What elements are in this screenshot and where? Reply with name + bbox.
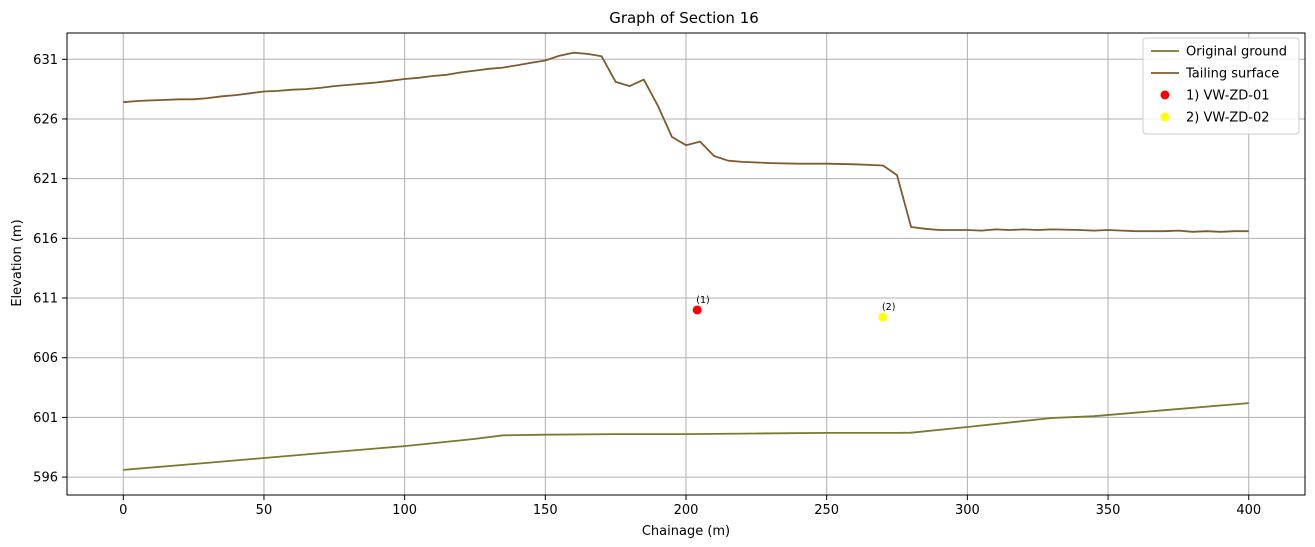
- y-tick-label: 621: [33, 172, 58, 187]
- x-tick-label: 50: [256, 503, 273, 518]
- x-axis-ticks: 0 50 100 150 200 250 300 350 400: [119, 495, 1261, 518]
- y-axis-ticks: 596 601 606 611 616 621 626 631: [33, 53, 67, 486]
- x-tick-label: 400: [1236, 503, 1261, 518]
- x-tick-label: 350: [1096, 503, 1121, 518]
- x-tick-label: 250: [814, 503, 839, 518]
- chart-title: Graph of Section 16: [609, 9, 759, 27]
- y-tick-label: 631: [33, 53, 58, 68]
- legend: Original ground Tailing surface 1) VW-ZD-0…: [1142, 37, 1300, 135]
- legend-swatch: [1160, 112, 1170, 122]
- legend-box: [1142, 37, 1300, 135]
- legend-label: Tailing surface: [1185, 67, 1279, 82]
- series-layer: (1) (2): [123, 51, 1249, 471]
- y-tick-label: 596: [33, 471, 58, 486]
- x-tick-label: 150: [533, 503, 558, 518]
- x-tick-label: 300: [955, 503, 980, 518]
- x-axis-label: Chainage (m): [642, 524, 730, 539]
- legend-swatch: [1160, 90, 1170, 100]
- series-line-1: [123, 51, 1249, 233]
- legend-label: Original ground: [1186, 45, 1287, 60]
- x-tick-label: 0: [119, 503, 127, 518]
- y-tick-label: 606: [33, 351, 58, 366]
- y-tick-label: 626: [33, 112, 58, 127]
- scatter-point-3: [878, 312, 888, 322]
- y-tick-label: 616: [33, 232, 58, 247]
- y-tick-label: 611: [33, 292, 58, 307]
- y-tick-label: 601: [33, 411, 58, 426]
- scatter-point-2: [692, 305, 702, 315]
- y-axis-label: Elevation (m): [10, 219, 25, 306]
- series-line-0: [123, 402, 1249, 471]
- grid-lines: [67, 33, 1305, 495]
- point-annotation-3: (2): [882, 302, 895, 313]
- point-annotation-2: (1): [696, 295, 709, 306]
- legend-label: 2) VW-ZD-02: [1186, 111, 1270, 126]
- x-tick-label: 100: [392, 503, 417, 518]
- x-tick-label: 200: [674, 503, 699, 518]
- legend-label: 1) VW-ZD-01: [1186, 89, 1270, 104]
